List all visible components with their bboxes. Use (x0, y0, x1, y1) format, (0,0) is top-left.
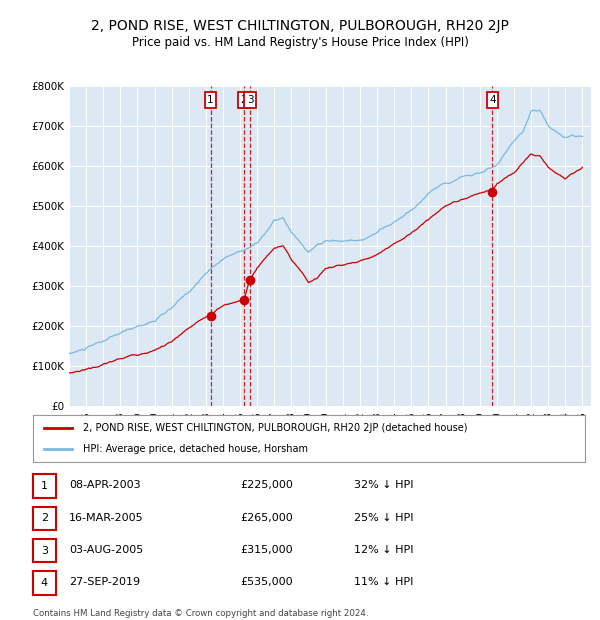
Text: 11% ↓ HPI: 11% ↓ HPI (354, 577, 413, 587)
Text: 1: 1 (207, 95, 214, 105)
Text: Price paid vs. HM Land Registry's House Price Index (HPI): Price paid vs. HM Land Registry's House … (131, 36, 469, 49)
Text: 4: 4 (41, 578, 48, 588)
Text: 25% ↓ HPI: 25% ↓ HPI (354, 513, 413, 523)
Text: 08-APR-2003: 08-APR-2003 (69, 480, 140, 490)
Text: 03-AUG-2005: 03-AUG-2005 (69, 545, 143, 555)
Text: 3: 3 (41, 546, 48, 556)
Text: 16-MAR-2005: 16-MAR-2005 (69, 513, 143, 523)
Text: 32% ↓ HPI: 32% ↓ HPI (354, 480, 413, 490)
Text: 1: 1 (41, 481, 48, 491)
Text: 27-SEP-2019: 27-SEP-2019 (69, 577, 140, 587)
Text: 4: 4 (489, 95, 496, 105)
Text: 3: 3 (247, 95, 254, 105)
Text: Contains HM Land Registry data © Crown copyright and database right 2024.: Contains HM Land Registry data © Crown c… (33, 609, 368, 619)
Text: 12% ↓ HPI: 12% ↓ HPI (354, 545, 413, 555)
Text: 2: 2 (241, 95, 247, 105)
Text: £315,000: £315,000 (240, 545, 293, 555)
Text: HPI: Average price, detached house, Horsham: HPI: Average price, detached house, Hors… (83, 445, 308, 454)
Text: £535,000: £535,000 (240, 577, 293, 587)
Text: 2, POND RISE, WEST CHILTINGTON, PULBOROUGH, RH20 2JP (detached house): 2, POND RISE, WEST CHILTINGTON, PULBOROU… (83, 423, 467, 433)
Text: £265,000: £265,000 (240, 513, 293, 523)
Text: 2: 2 (41, 513, 48, 523)
Text: 2, POND RISE, WEST CHILTINGTON, PULBOROUGH, RH20 2JP: 2, POND RISE, WEST CHILTINGTON, PULBOROU… (91, 19, 509, 33)
Text: £225,000: £225,000 (240, 480, 293, 490)
